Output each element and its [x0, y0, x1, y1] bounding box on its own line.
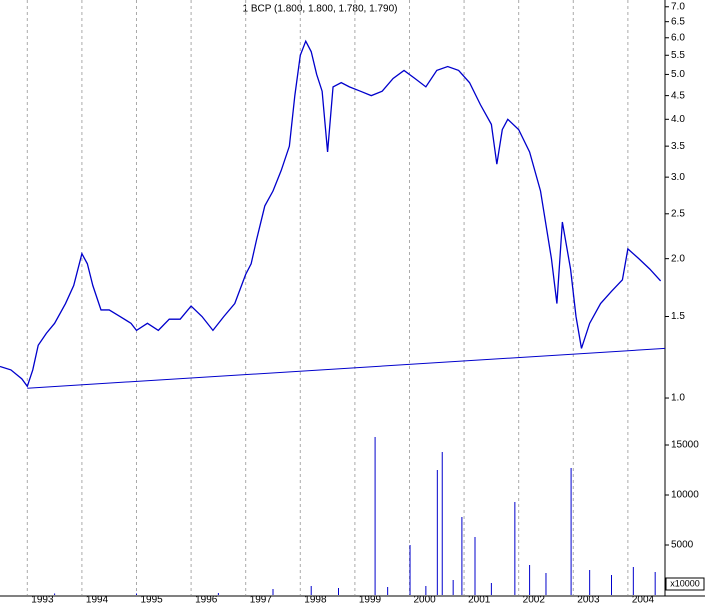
chart-title: 1 BCP (1.800, 1.800, 1.780, 1.790) — [243, 4, 398, 15]
x-tick-label: 1993 — [31, 595, 54, 604]
y-tick-label: 2.0 — [671, 253, 685, 264]
unit-label: x10000 — [670, 578, 700, 588]
y-tick-label: 2.5 — [671, 208, 685, 219]
y-tick-label: 4.0 — [671, 114, 685, 125]
y-tick-label: 4.5 — [671, 90, 685, 101]
x-tick-label: 1994 — [86, 595, 109, 604]
y-tick-label: 1.5 — [671, 311, 685, 322]
y-tick-label: 3.5 — [671, 141, 685, 152]
x-tick-label: 2000 — [413, 595, 436, 604]
price-line — [0, 39, 662, 388]
unit-box — [665, 577, 705, 591]
x-tick-label: 1995 — [140, 595, 163, 604]
y-tick-label: 10000 — [671, 490, 699, 501]
x-tick-label: 2004 — [632, 595, 655, 604]
x-tick-label: 2001 — [468, 595, 491, 604]
y-tick-label: 6.0 — [671, 32, 685, 43]
y-tick-label: 3.0 — [671, 172, 685, 183]
price-line — [27, 347, 666, 389]
y-tick-label: 15000 — [671, 440, 699, 451]
y-tick-label: 6.5 — [671, 16, 685, 27]
y-tick-label: 5000 — [671, 540, 694, 551]
x-tick-label: 1997 — [250, 595, 273, 604]
x-tick-label: 2003 — [577, 595, 600, 604]
y-tick-label: 5.0 — [671, 69, 685, 80]
x-tick-label: 1998 — [304, 595, 327, 604]
x-tick-label: 1999 — [359, 595, 382, 604]
x-tick-label: 1996 — [195, 595, 218, 604]
y-tick-label: 1.0 — [671, 393, 685, 404]
y-tick-label: 7.0 — [671, 1, 685, 12]
x-tick-label: 2002 — [523, 595, 546, 604]
y-tick-label: 5.5 — [671, 50, 685, 61]
